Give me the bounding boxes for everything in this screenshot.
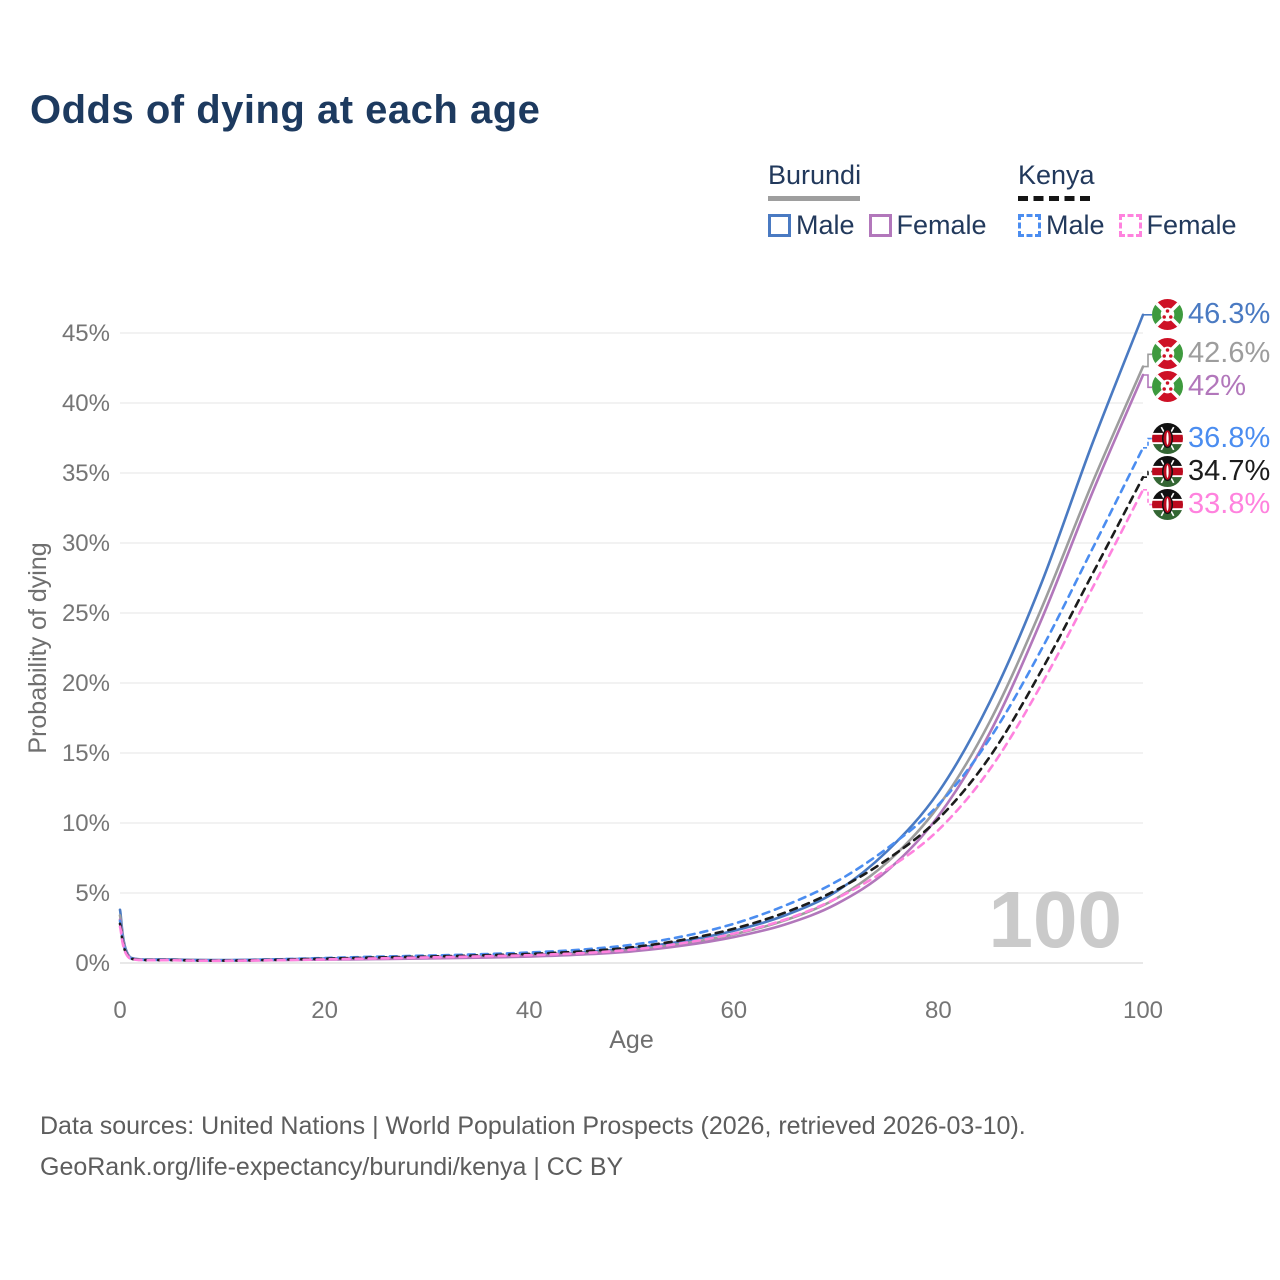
- end-label-burundi-female[interactable]: 42%: [1152, 370, 1246, 403]
- legend-swatch-burundi-male[interactable]: [768, 214, 791, 237]
- x-axis-tick-label: 60: [720, 997, 747, 1024]
- y-axis-tick-label: 40%: [62, 390, 110, 417]
- y-axis-tick-label: 10%: [62, 810, 110, 837]
- legend: Burundi Male Female Kenya Male Female: [0, 160, 1280, 240]
- legend-burundi-line-sample: [768, 196, 860, 201]
- end-label-value: 34.7%: [1188, 454, 1271, 487]
- footer-source-line: Data sources: United Nations | World Pop…: [40, 1112, 1026, 1140]
- burundi-flag-icon: [1152, 371, 1183, 403]
- series-line-burundi-female[interactable]: [118, 373, 1145, 962]
- burundi-flag-icon: [1152, 298, 1183, 330]
- x-axis-tick-label: 80: [925, 997, 952, 1024]
- y-axis-tick-label: 25%: [62, 600, 110, 627]
- page-title: Odds of dying at each age: [30, 88, 541, 132]
- kenya-flag-icon: [1152, 488, 1183, 520]
- kenya-flag-icon: [1152, 422, 1183, 454]
- y-axis-tick-label: 15%: [62, 740, 110, 767]
- end-label-burundi-male[interactable]: 46.3%: [1152, 298, 1270, 331]
- age-watermark: 100: [989, 875, 1122, 964]
- legend-group-kenya: Kenya Male Female: [1018, 160, 1251, 241]
- end-label-value: 42%: [1188, 370, 1247, 403]
- end-label-leader: [1143, 470, 1152, 478]
- x-axis-tick-label: 40: [516, 997, 543, 1024]
- y-axis-tick-label: 5%: [75, 880, 110, 907]
- end-label-value: 33.8%: [1188, 487, 1271, 520]
- legend-swatch-kenya-male[interactable]: [1018, 214, 1041, 237]
- y-axis-title: Probability of dying: [24, 542, 52, 753]
- end-label-kenya-male[interactable]: 36.8%: [1152, 422, 1270, 455]
- end-label-leader: [1143, 374, 1152, 389]
- y-axis-tick-label: 35%: [62, 460, 110, 487]
- legend-kenya-female-label[interactable]: Female: [1146, 210, 1237, 240]
- end-label-kenya-both-sexes[interactable]: 34.7%: [1152, 455, 1270, 488]
- y-axis-tick-label: 0%: [75, 950, 110, 977]
- legend-group-burundi: Burundi Male Female: [768, 160, 1001, 241]
- end-label-leader: [1143, 353, 1152, 368]
- y-axis-tick-label: 20%: [62, 670, 110, 697]
- end-label-value: 46.3%: [1188, 297, 1271, 330]
- x-axis-tick-label: 20: [311, 997, 338, 1024]
- series-line-kenya-both-sexes[interactable]: [118, 475, 1145, 962]
- series-line-kenya-male[interactable]: [118, 446, 1145, 962]
- legend-swatch-burundi-female[interactable]: [868, 214, 892, 237]
- series-line-kenya-female[interactable]: [118, 488, 1145, 963]
- series-line-burundi-both-sexes[interactable]: [118, 365, 1145, 962]
- end-label-burundi-both-sexes[interactable]: 42.6%: [1152, 337, 1270, 370]
- x-axis-tick-label: 100: [1123, 997, 1163, 1024]
- end-label-value: 36.8%: [1188, 421, 1271, 454]
- legend-swatch-kenya-female[interactable]: [1118, 214, 1142, 237]
- y-axis-tick-label: 45%: [62, 320, 110, 347]
- x-axis-tick-label: 0: [113, 997, 126, 1024]
- y-axis-tick-label: 30%: [62, 530, 110, 557]
- legend-kenya-title[interactable]: Kenya: [1018, 160, 1095, 190]
- footer: Data sources: United Nations | World Pop…: [40, 1106, 1026, 1188]
- x-axis-title: Age: [609, 1026, 653, 1054]
- burundi-flag-icon: [1152, 338, 1183, 370]
- end-label-kenya-female[interactable]: 33.8%: [1152, 488, 1270, 521]
- end-label-leader: [1143, 489, 1152, 506]
- legend-burundi-male-label[interactable]: Male: [796, 210, 855, 240]
- end-label-value: 42.6%: [1188, 337, 1271, 370]
- kenya-flag-icon: [1152, 455, 1183, 487]
- series-line-burundi-male[interactable]: [118, 313, 1145, 962]
- legend-kenya-line-sample: [1018, 196, 1090, 201]
- footer-license-line: GeoRank.org/life-expectancy/burundi/keny…: [40, 1153, 624, 1181]
- legend-kenya-male-label[interactable]: Male: [1046, 210, 1105, 240]
- legend-burundi-title[interactable]: Burundi: [768, 160, 862, 190]
- legend-burundi-female-label[interactable]: Female: [896, 210, 987, 240]
- end-label-leader: [1143, 437, 1152, 449]
